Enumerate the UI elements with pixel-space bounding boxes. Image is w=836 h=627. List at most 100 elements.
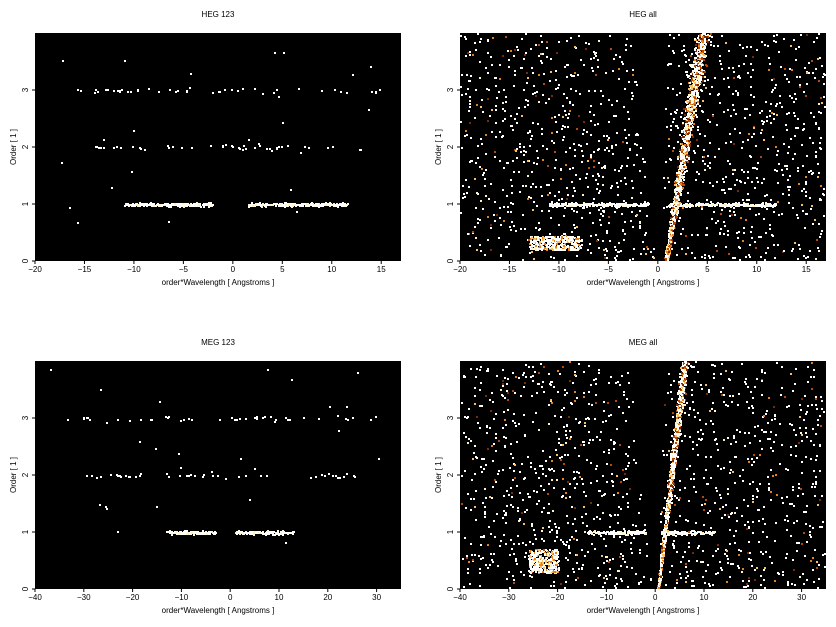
heatmap-cell bbox=[543, 237, 545, 239]
heatmap-cell bbox=[778, 214, 780, 216]
heatmap-cell bbox=[692, 119, 694, 121]
heatmap-cell bbox=[150, 419, 152, 421]
heatmap-cell bbox=[686, 154, 688, 156]
heatmap-cell bbox=[533, 201, 535, 203]
heatmap-cell bbox=[704, 135, 706, 137]
heatmap-cell bbox=[536, 150, 538, 152]
heatmap-cell bbox=[590, 134, 592, 136]
heatmap-cell bbox=[203, 533, 205, 535]
heatmap-cell bbox=[769, 63, 771, 65]
heatmap-cell bbox=[191, 205, 193, 207]
heatmap-cell bbox=[534, 236, 536, 238]
heatmap-cell bbox=[495, 136, 497, 138]
y-tick-label: 0 bbox=[21, 586, 30, 591]
plot-area bbox=[35, 33, 401, 261]
heatmap-cell bbox=[653, 257, 655, 259]
heatmap-cell bbox=[675, 207, 677, 209]
heatmap-cell bbox=[609, 35, 611, 37]
heatmap-cell bbox=[530, 197, 532, 199]
heatmap-cell bbox=[530, 138, 532, 140]
heatmap-cell bbox=[555, 121, 557, 123]
heatmap-cell bbox=[706, 65, 708, 67]
heatmap-cell bbox=[672, 234, 674, 236]
heatmap-cell bbox=[479, 244, 481, 246]
heatmap-cell bbox=[702, 204, 704, 206]
heatmap-cell bbox=[695, 179, 697, 181]
heatmap-cell bbox=[758, 213, 760, 215]
heatmap-cell bbox=[595, 74, 597, 76]
heatmap-cell bbox=[612, 153, 614, 155]
heatmap-cell bbox=[551, 140, 553, 142]
heatmap-cell bbox=[671, 531, 673, 533]
heatmap-cell bbox=[695, 44, 697, 46]
heatmap-cell bbox=[499, 217, 501, 219]
heatmap-cell bbox=[534, 240, 536, 242]
heatmap-cell bbox=[565, 151, 567, 153]
heatmap-cell bbox=[569, 203, 571, 205]
heatmap-cell bbox=[521, 38, 523, 40]
heatmap-cell bbox=[745, 219, 747, 221]
heatmap-cell bbox=[699, 63, 701, 65]
heatmap-cell bbox=[469, 100, 471, 102]
heatmap-cell bbox=[788, 112, 790, 114]
heatmap-cell bbox=[587, 186, 589, 188]
heatmap-cell bbox=[460, 212, 462, 214]
heatmap-cell bbox=[769, 115, 771, 117]
heatmap-cell bbox=[821, 102, 823, 104]
heatmap-cell bbox=[254, 468, 256, 470]
heatmap-cell bbox=[490, 227, 492, 229]
heatmap-cell bbox=[618, 170, 620, 172]
heatmap-cell bbox=[783, 250, 785, 252]
heatmap-cell bbox=[668, 63, 670, 65]
heatmap-cell bbox=[636, 133, 638, 135]
heatmap-cell bbox=[769, 228, 771, 230]
heatmap-cell bbox=[167, 145, 169, 147]
heatmap-cell bbox=[511, 221, 513, 223]
heatmap-cell bbox=[219, 419, 221, 421]
heatmap-cell bbox=[630, 220, 632, 222]
heatmap-cell bbox=[693, 123, 695, 125]
heatmap-cell bbox=[818, 172, 820, 174]
heatmap-cell bbox=[189, 204, 191, 206]
heatmap-cell bbox=[352, 417, 354, 419]
heatmap-cell bbox=[689, 111, 691, 113]
heatmap-cell bbox=[315, 476, 317, 478]
heatmap-cell bbox=[767, 205, 769, 207]
heatmap-cell bbox=[593, 198, 595, 200]
heatmap-cell bbox=[691, 252, 693, 254]
heatmap-cell bbox=[96, 477, 98, 479]
heatmap-cell bbox=[704, 80, 706, 82]
heatmap-cell bbox=[99, 504, 101, 506]
heatmap-cell bbox=[714, 204, 716, 206]
heatmap-cell bbox=[146, 203, 148, 205]
heatmap-cell bbox=[50, 369, 52, 371]
heatmap-cell bbox=[212, 92, 214, 94]
heatmap-cell bbox=[746, 108, 748, 110]
heatmap-cell bbox=[485, 67, 487, 69]
heatmap-cell bbox=[186, 533, 188, 535]
heatmap-cell bbox=[725, 176, 727, 178]
heatmap-cell bbox=[694, 104, 696, 106]
heatmap-cell bbox=[465, 55, 467, 57]
heatmap-cell bbox=[606, 250, 608, 252]
heatmap-cell bbox=[794, 242, 796, 244]
heatmap-cell bbox=[591, 533, 593, 535]
heatmap-cell bbox=[746, 204, 748, 206]
heatmap-cell bbox=[763, 218, 765, 220]
heatmap-cell bbox=[765, 204, 767, 206]
heatmap-cell bbox=[579, 204, 581, 206]
heatmap-cell bbox=[701, 40, 703, 42]
heatmap-cell bbox=[541, 41, 543, 43]
heatmap-cell bbox=[691, 85, 693, 87]
heatmap-cell bbox=[558, 247, 560, 249]
heatmap-cell bbox=[758, 236, 760, 238]
heatmap-cell bbox=[489, 115, 491, 117]
heatmap-cell bbox=[514, 49, 516, 51]
heatmap-cell bbox=[502, 189, 504, 191]
heatmap-cell bbox=[97, 91, 99, 93]
heatmap-cell bbox=[288, 204, 290, 206]
heatmap-cell bbox=[594, 204, 596, 206]
heatmap-cell bbox=[774, 169, 776, 171]
heatmap-cell bbox=[551, 203, 553, 205]
heatmap-cell bbox=[716, 124, 718, 126]
